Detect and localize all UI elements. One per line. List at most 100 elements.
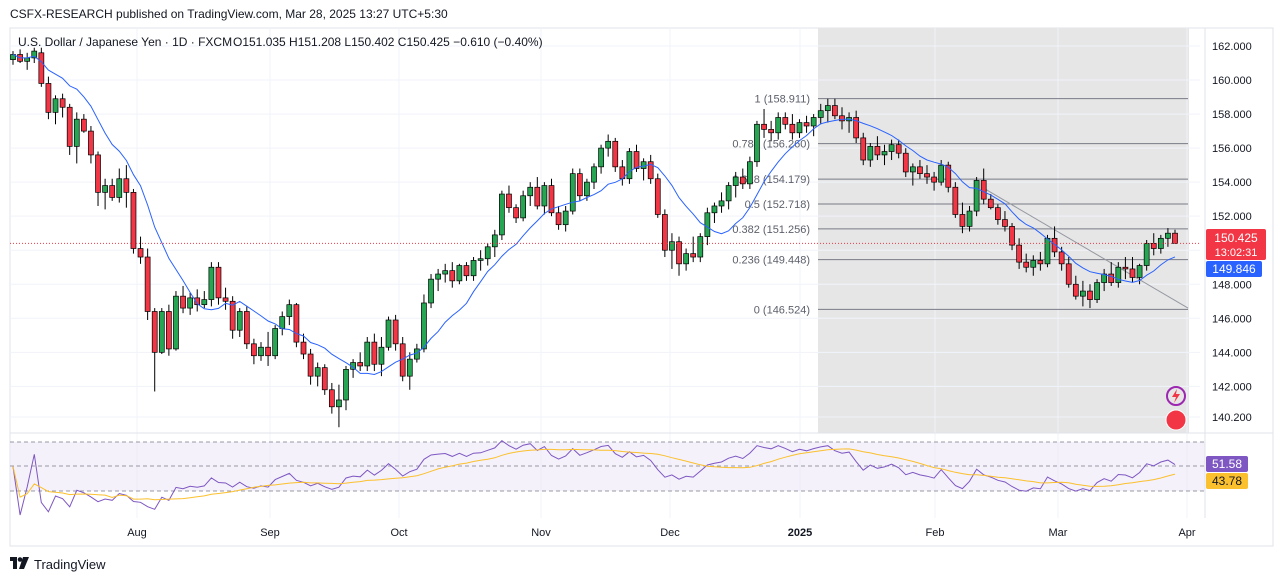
candle <box>789 114 796 140</box>
candle-body <box>839 115 845 122</box>
candle-body <box>739 176 746 185</box>
candle-body <box>449 270 456 282</box>
time-axis-label: Nov <box>531 527 551 539</box>
candle-body <box>527 186 534 197</box>
rsi-band <box>10 442 1205 491</box>
candle <box>697 233 704 263</box>
candle-body <box>357 362 364 367</box>
tradingview-brand[interactable]: TradingView <box>34 556 106 572</box>
candle <box>463 262 470 281</box>
candle-body <box>506 193 512 209</box>
candle-body <box>385 319 392 348</box>
candle <box>491 229 498 258</box>
candle <box>626 148 633 184</box>
candle <box>895 139 902 159</box>
time-axis-label: Apr <box>1178 527 1195 539</box>
candle <box>647 154 654 184</box>
time-axis-label: Aug <box>127 527 147 539</box>
candle <box>371 333 378 372</box>
rsi-ma-value: 43.78 <box>1212 474 1242 488</box>
tradingview-logo-icon[interactable] <box>10 556 30 572</box>
candle-body <box>860 137 867 161</box>
candle <box>768 120 774 142</box>
candle-body <box>711 205 718 214</box>
candle-body <box>584 181 590 197</box>
candle-body <box>824 105 831 112</box>
candle-body <box>1172 232 1178 244</box>
price-tick-label: 162.000 <box>1212 41 1252 53</box>
candle <box>151 308 158 392</box>
candle <box>215 262 222 305</box>
candle-body <box>690 253 697 258</box>
candle <box>499 190 505 241</box>
price-tick-label: 140.200 <box>1212 412 1252 424</box>
candle-body <box>307 353 314 377</box>
candle-body <box>1023 261 1030 268</box>
candle <box>824 98 831 123</box>
candle-body <box>477 258 484 261</box>
candle-body <box>555 212 562 226</box>
candle-body <box>938 164 945 183</box>
candle-body <box>569 173 576 212</box>
candle <box>662 209 668 258</box>
candle-body <box>513 207 519 219</box>
symbol-title: U.S. Dollar / Japanese Yen · 1D · FXCM <box>18 35 232 49</box>
candle <box>1037 251 1044 271</box>
candle <box>569 168 576 215</box>
candle <box>761 108 767 138</box>
candle-body <box>959 214 966 227</box>
candle <box>378 337 385 377</box>
candle-body <box>95 154 101 193</box>
candle <box>612 137 619 172</box>
candle <box>534 177 541 210</box>
candle <box>392 314 399 351</box>
candle <box>605 134 612 157</box>
candle-body <box>279 316 286 329</box>
candle <box>201 291 208 309</box>
candle-body <box>924 173 930 178</box>
candle-body <box>463 265 470 277</box>
candle-body <box>647 161 654 180</box>
candle-body <box>1080 290 1086 297</box>
candle-body <box>144 256 151 312</box>
candle <box>959 202 966 234</box>
candle-body <box>732 176 739 186</box>
candle-body <box>654 178 661 215</box>
candle <box>555 205 562 230</box>
candle <box>1087 284 1093 309</box>
candle-body <box>406 358 413 377</box>
candle-body <box>1122 266 1129 270</box>
candle <box>66 103 73 155</box>
candle <box>1002 211 1008 232</box>
price-tick-label: 148.000 <box>1212 279 1252 291</box>
candle-body <box>102 185 108 193</box>
candle-body <box>293 304 300 343</box>
candle <box>45 76 52 120</box>
candle-body <box>867 146 874 161</box>
candle-body <box>782 117 789 125</box>
candle-body <box>251 343 257 357</box>
candle-body <box>817 110 824 118</box>
candle-body <box>456 265 463 282</box>
lightning-icon-glyph <box>1172 389 1180 403</box>
candle-body <box>881 151 888 156</box>
candle <box>321 364 328 395</box>
candle <box>952 182 959 218</box>
price-tick-label: 154.000 <box>1212 177 1252 189</box>
candle <box>839 107 845 130</box>
candle-body <box>874 146 881 156</box>
price-tick-label: 146.000 <box>1212 313 1252 325</box>
fib-shaded-area <box>818 28 1189 433</box>
candle-body <box>768 129 774 134</box>
candle <box>272 325 279 360</box>
candle-body <box>888 144 895 152</box>
candle-body <box>321 367 328 391</box>
candle <box>449 262 456 288</box>
candle <box>1023 253 1030 273</box>
candle <box>683 248 689 271</box>
candle <box>690 236 697 263</box>
candle <box>917 160 923 179</box>
candle <box>166 304 172 356</box>
candle-body <box>1009 226 1015 246</box>
